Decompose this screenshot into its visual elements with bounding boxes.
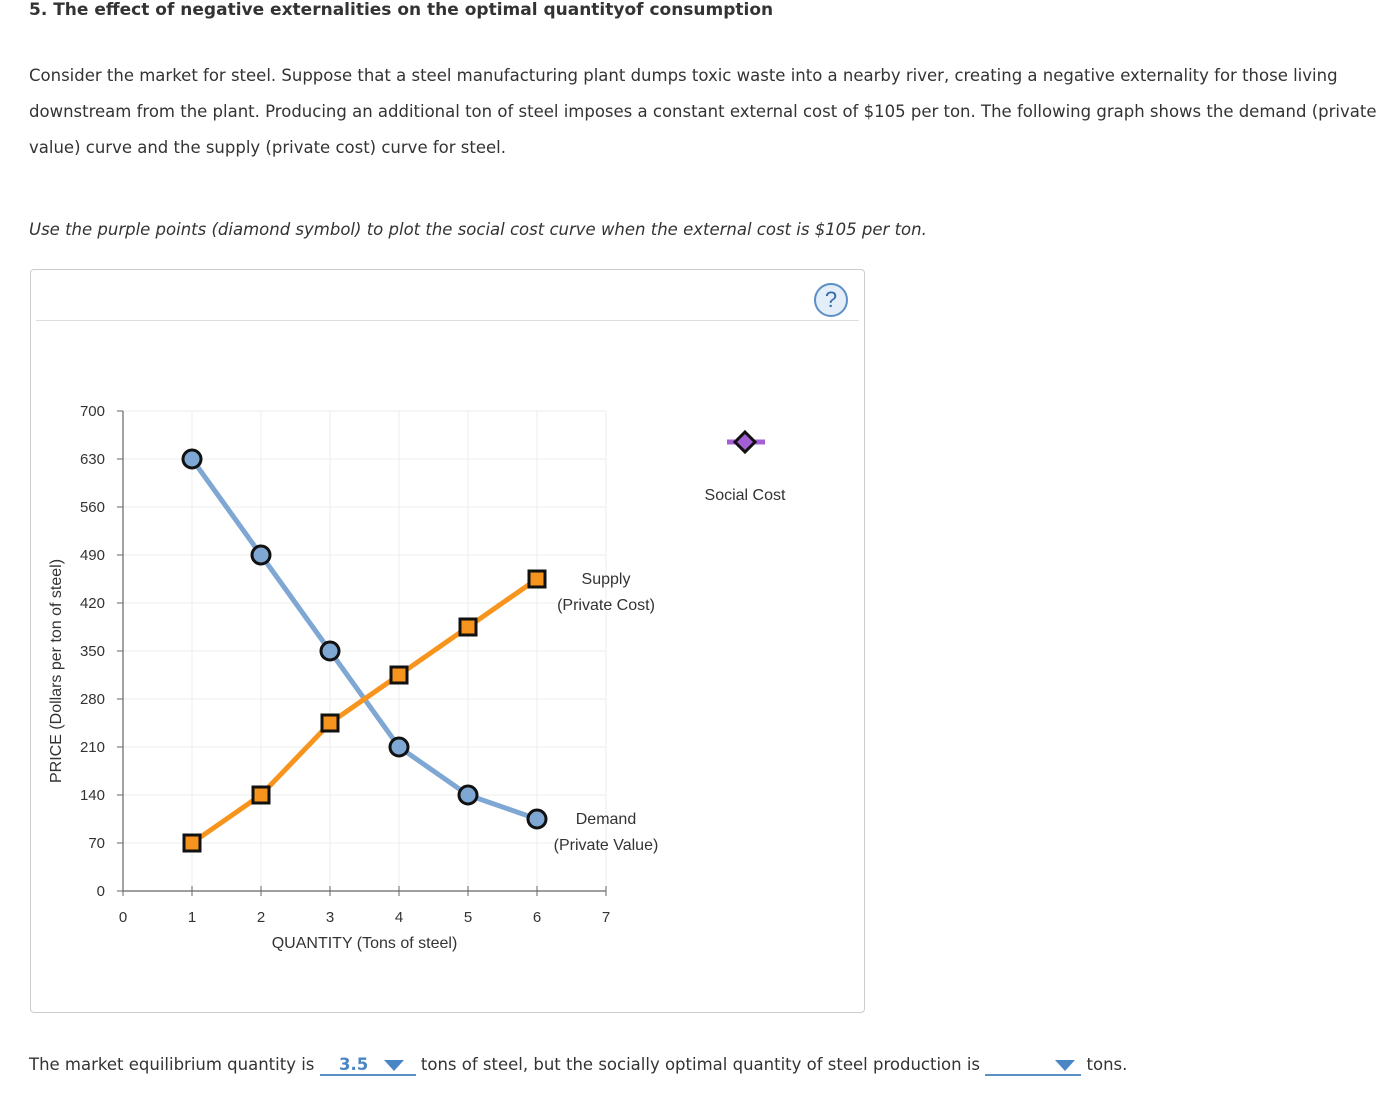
answer-prefix: The market equilibrium quantity is	[29, 1055, 315, 1074]
social-cost-label: Social Cost	[705, 487, 786, 504]
answer-sentence: The market equilibrium quantity is 3.5 t…	[29, 1055, 1127, 1076]
x-tick-label: 5	[464, 909, 472, 926]
chevron-down-icon	[383, 1060, 404, 1071]
y-tick-label: 70	[88, 835, 105, 852]
demand-point[interactable]	[250, 544, 272, 566]
equilibrium-quantity-value: 3.5	[339, 1055, 369, 1074]
y-tick-label: 420	[80, 595, 105, 612]
supply-point[interactable]	[251, 785, 271, 805]
x-tick-label: 6	[533, 909, 541, 926]
x-axis-label: QUANTITY (Tons of steel)	[272, 935, 458, 952]
instruction-text: Use the purple points (diamond symbol) t…	[29, 220, 927, 239]
supply-point[interactable]	[527, 569, 547, 589]
supply-point[interactable]	[182, 833, 202, 853]
x-tick-label: 7	[602, 909, 610, 926]
chart[interactable]: 0 70 140 210 280 350 420 490 560 630 700 0 1 2 3 4 5 6 7 QU…	[31, 270, 864, 1012]
y-tick-label: 140	[80, 787, 105, 804]
supply-point[interactable]	[389, 665, 409, 685]
demand-point[interactable]	[457, 784, 479, 806]
equilibrium-quantity-dropdown[interactable]: 3.5	[319, 1055, 416, 1076]
diamond-icon[interactable]	[732, 429, 758, 455]
x-tick-label: 1	[188, 909, 196, 926]
y-axis-label: PRICE (Dollars per ton of steel)	[48, 559, 65, 783]
y-tick-label: 280	[80, 691, 105, 708]
x-tick-label: 4	[395, 909, 403, 926]
y-tick-label: 490	[80, 547, 105, 564]
demand-curve	[189, 457, 538, 822]
demand-point[interactable]	[319, 640, 341, 662]
supply-label: Supply	[582, 571, 631, 588]
supply-point[interactable]	[458, 617, 478, 637]
y-tick-label: 350	[80, 643, 105, 660]
question-paragraph: Consider the market for steel. Suppose t…	[29, 66, 1377, 157]
question-title: 5. The effect of negative externalities …	[29, 0, 774, 20]
demand-sublabel: (Private Value)	[554, 837, 659, 854]
graph-panel: ? 0 70 140 210 280 350 420 490 560 630 700 0 1 2 3 4 5 6 7…	[30, 269, 865, 1013]
y-tick-label: 700	[80, 403, 105, 420]
supply-sublabel: (Private Cost)	[557, 597, 655, 614]
demand-label: Demand	[576, 811, 636, 828]
demand-point[interactable]	[526, 808, 548, 830]
chevron-down-icon	[1055, 1060, 1076, 1071]
answer-suffix: tons.	[1086, 1055, 1128, 1074]
supply-curve	[190, 576, 539, 846]
demand-point[interactable]	[181, 448, 203, 470]
x-tick-label: 0	[119, 909, 127, 926]
x-tick-label: 2	[257, 909, 265, 926]
help-icon[interactable]: ?	[814, 283, 848, 317]
y-tick-label: 0	[97, 883, 105, 900]
answer-middle: tons of steel, but the socially optimal …	[420, 1055, 981, 1074]
y-tick-label: 560	[80, 499, 105, 516]
social-optimal-quantity-dropdown[interactable]	[985, 1055, 1082, 1076]
panel-divider	[36, 320, 859, 321]
y-tick-label: 630	[80, 451, 105, 468]
demand-point[interactable]	[388, 736, 410, 758]
supply-point[interactable]	[320, 713, 340, 733]
x-tick-label: 3	[326, 909, 334, 926]
y-tick-label: 210	[80, 739, 105, 756]
